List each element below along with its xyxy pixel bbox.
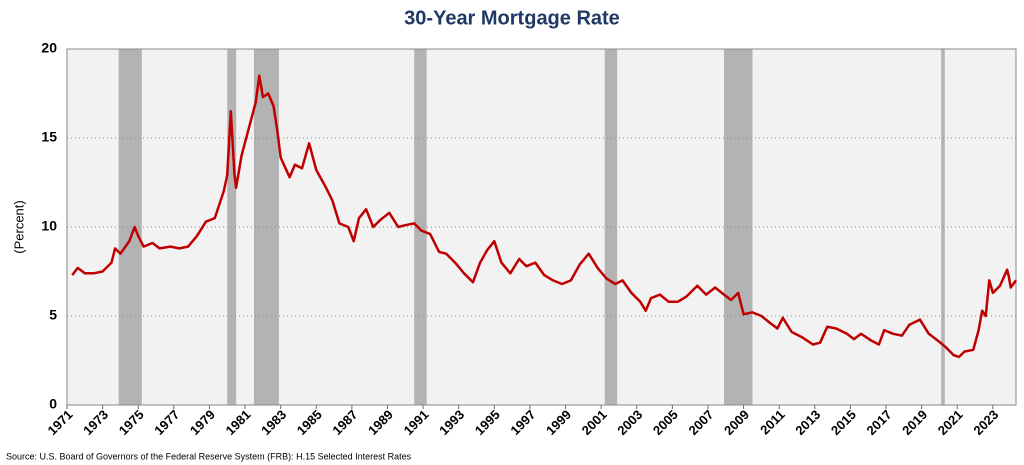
y-tick-label: 0 [49,396,57,412]
recession-band [724,49,753,405]
x-tick-label: 1981 [223,407,254,438]
source-note: Source: U.S. Board of Governors of the F… [6,451,412,461]
y-tick-label: 15 [41,129,57,145]
x-tick-label: 2013 [792,407,823,438]
x-tick-label: 1991 [401,407,432,438]
x-tick-label: 1973 [80,407,111,438]
x-tick-label: 2001 [579,407,610,438]
x-tick-label: 2011 [757,407,788,438]
x-tick-label: 1997 [507,407,538,438]
y-tick-label: 5 [49,307,57,323]
x-tick-label: 1987 [329,407,360,438]
x-tick-label: 1975 [116,407,147,438]
x-tick-label: 2019 [899,407,930,438]
x-tick-label: 1999 [543,407,574,438]
x-tick-label: 1977 [151,407,182,438]
y-tick-label: 10 [41,218,57,234]
chart-title: 30-Year Mortgage Rate [404,7,620,29]
x-tick-label: 2003 [614,407,645,438]
x-tick-label: 1989 [365,407,396,438]
y-tick-label: 20 [41,40,57,56]
plot-border [66,48,1017,406]
x-tick-label: 2009 [721,407,752,438]
x-tick-label: 2007 [685,407,716,438]
x-tick-label: 2005 [650,407,681,438]
x-tick-label: 1993 [436,407,467,438]
rate-line [71,74,1018,359]
x-tick-label: 2023 [970,407,1001,438]
x-tick-label: 1979 [187,407,218,438]
x-tick-label: 1995 [472,407,503,438]
x-tick-label: 1983 [258,407,289,438]
x-tick-label: 2015 [828,407,859,438]
x-tick-label: 2021 [935,407,966,438]
x-tick-label: 2017 [864,407,895,438]
y-axis-label: (Percent) [11,200,26,253]
recession-band [118,49,142,405]
x-tick-label: 1985 [294,407,325,438]
plot-area [67,49,1016,405]
